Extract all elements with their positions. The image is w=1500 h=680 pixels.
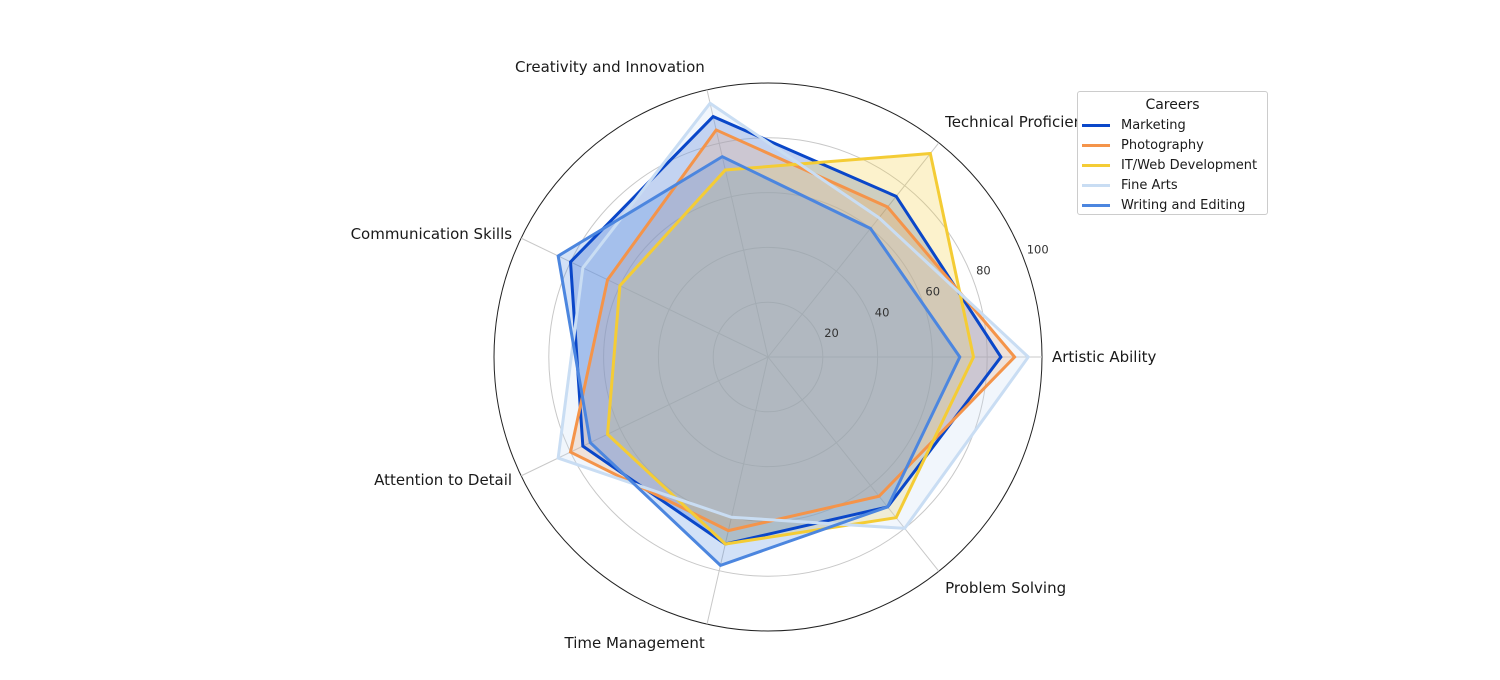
legend-swatch (1082, 123, 1110, 127)
series-area-4 (558, 103, 1029, 529)
legend-swatch (1082, 143, 1110, 147)
series-area-2 (570, 129, 1015, 531)
legend-title: Careers (1145, 97, 1200, 113)
legend-item-2[interactable]: Photography (1078, 135, 1267, 155)
r-tick-label: 100 (1027, 242, 1049, 256)
series-fills (558, 103, 1029, 566)
r-tick-label: 60 (925, 284, 940, 298)
series-area-5 (558, 156, 960, 566)
legend-swatch (1082, 183, 1110, 187)
r-tick-label: 40 (875, 305, 890, 319)
legend-label: IT/Web Development (1121, 157, 1258, 173)
legend-item-4[interactable]: Fine Arts (1078, 175, 1267, 195)
legend-swatch (1082, 163, 1110, 167)
series-line-1[interactable] (568, 114, 1003, 546)
legend-label: Photography (1121, 137, 1204, 153)
legend-label: Writing and Editing (1121, 197, 1246, 213)
series-lines (556, 101, 1031, 568)
radial-ticks: 20 40 60 80 100 (824, 242, 1048, 340)
axis-label-3: Creativity and Innovation (515, 58, 705, 76)
series-line-3[interactable] (605, 151, 976, 546)
legend-swatch (1082, 203, 1110, 207)
grid-spoke (706, 356, 769, 625)
legend-label: Marketing (1121, 117, 1186, 133)
series-line-5[interactable] (556, 154, 962, 568)
axis-label-1: Artistic Ability (1052, 348, 1157, 366)
axis-label-4: Communication Skills (351, 225, 513, 243)
grid-spoke (520, 356, 769, 477)
legend-item-3[interactable]: IT/Web Development (1078, 155, 1267, 175)
series-line-2[interactable] (568, 128, 1017, 533)
axis-label-2: Technical Proficiency (944, 113, 1100, 131)
grid-spoke (767, 142, 940, 358)
grid-spoke (767, 356, 940, 572)
series-line-4[interactable] (556, 101, 1031, 530)
legend-item-1[interactable]: Marketing (1078, 115, 1267, 135)
series-area-3 (607, 153, 974, 544)
axis-labels: Artistic Ability Technical Proficiency Cre… (351, 58, 1157, 652)
grid (493, 82, 1043, 632)
axis-label-7: Problem Solving (945, 579, 1066, 597)
grid-spoke (706, 89, 769, 358)
legend: Careers Marketing Photography IT/Web Devel… (1077, 91, 1268, 215)
grid-spoke (520, 237, 769, 358)
legend-label: Fine Arts (1121, 177, 1178, 193)
axis-label-6: Time Management (564, 634, 705, 652)
legend-item-5[interactable]: Writing and Editing (1078, 195, 1267, 215)
r-tick-label: 20 (824, 326, 839, 340)
axis-label-5: Attention to Detail (374, 471, 512, 489)
r-tick-label: 80 (976, 263, 991, 277)
